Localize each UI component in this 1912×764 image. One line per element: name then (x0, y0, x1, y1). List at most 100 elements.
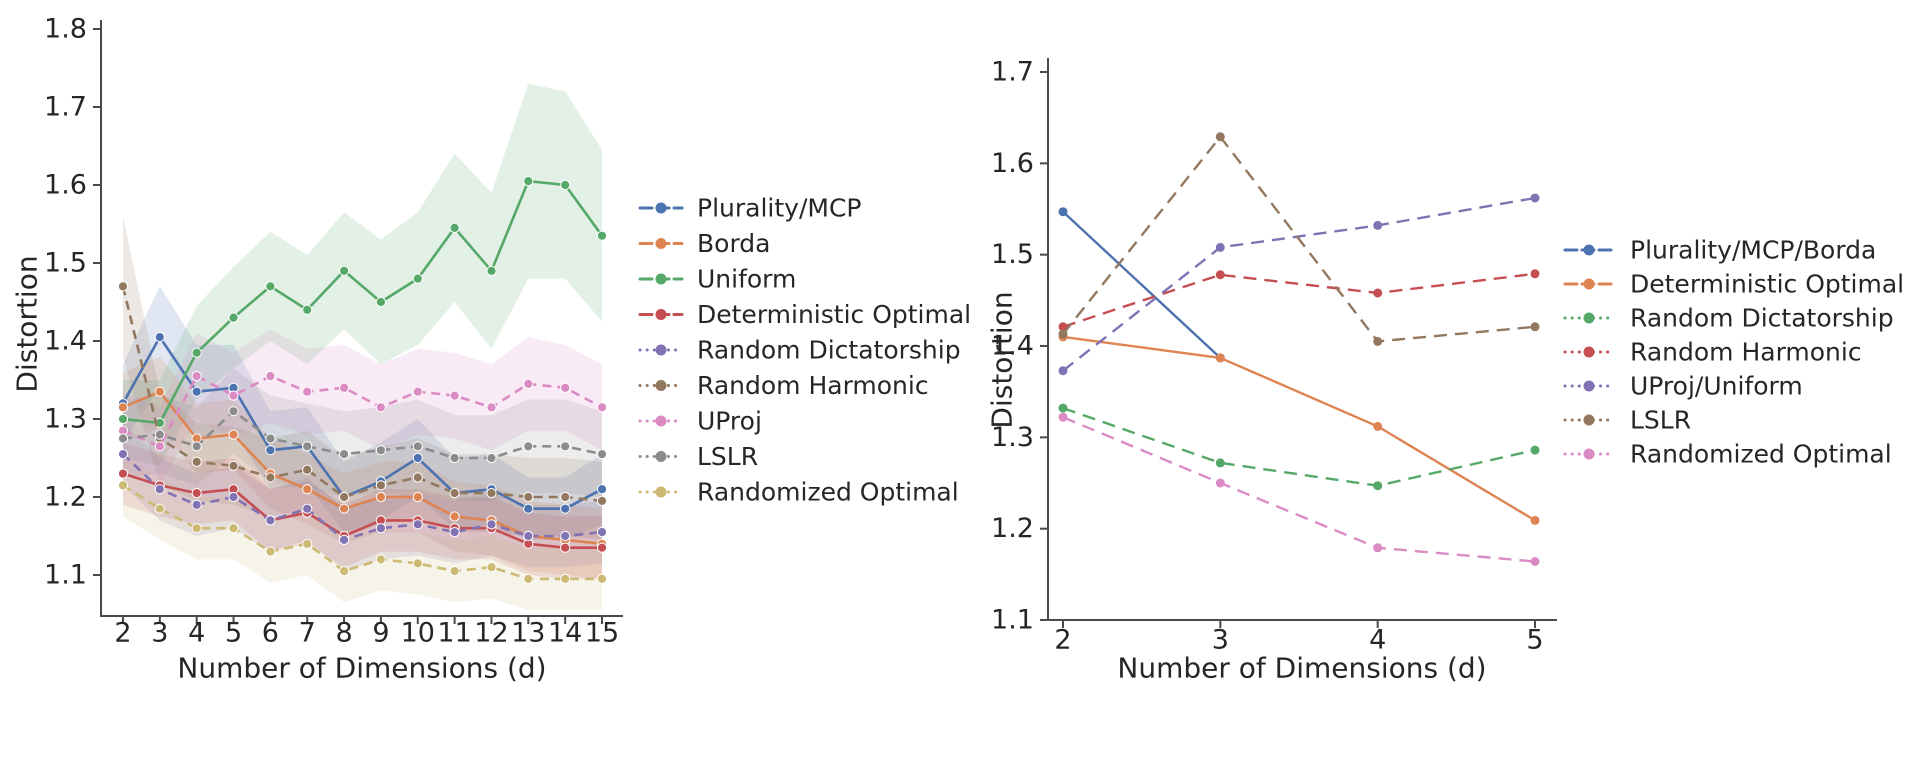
legend-label: Plurality/MCP/Borda (1630, 236, 1876, 265)
data-point-randomized-optimal (449, 566, 460, 577)
series-line-deterministic-optimal (1062, 335, 1536, 522)
legend-marker (1583, 448, 1595, 460)
data-point-random-dictatorship (486, 519, 497, 530)
data-point-uniform (265, 281, 276, 292)
y-tick-label: 1.7 (44, 92, 87, 123)
data-point-deterministic-optimal (1373, 421, 1383, 431)
legend-left: Plurality/MCP Borda Uniform Deterministic O… (638, 194, 971, 507)
data-point-random-dictatorship (265, 515, 276, 526)
x-tick-label: 3 (1212, 625, 1229, 656)
x-tick-label: 4 (1369, 625, 1386, 656)
band-random-dictatorship (123, 422, 602, 572)
x-tick-label: 9 (372, 618, 389, 649)
y-tick-label: 1.2 (991, 513, 1034, 544)
data-point-plurality-mcp (191, 386, 202, 397)
x-axis-label: Number of Dimensions (d) (177, 652, 546, 685)
data-point-uniform (117, 413, 129, 425)
data-point-uproj (560, 382, 571, 393)
data-point-lslr (375, 445, 386, 456)
data-point-randomized-optimal (412, 558, 423, 569)
legend-item-lslr: LSLR (638, 442, 758, 471)
data-point-random-dictatorship (596, 527, 608, 538)
data-point-lslr (596, 449, 608, 460)
data-point-random-harmonic (560, 491, 571, 503)
data-point-randomized-optimal (1530, 557, 1540, 566)
x-axis-label: Number of Dimensions (d) (1117, 652, 1486, 685)
x-tick-label: 8 (335, 618, 352, 649)
data-point-uproj (375, 402, 386, 413)
legend-marker (1583, 414, 1595, 426)
legend-marker (1583, 278, 1595, 290)
data-point-borda (117, 402, 129, 413)
data-point-random-dictatorship (154, 484, 165, 495)
data-point-deterministic-optimal (560, 542, 571, 553)
legend-item-plurality-mcp-borda: Plurality/MCP/Borda (1563, 236, 1876, 265)
legend-marker (655, 273, 667, 285)
data-point-plurality-mcp-borda (1058, 207, 1068, 217)
data-point-lslr (523, 441, 534, 452)
y-axis-label: Distortion (986, 291, 1019, 428)
data-point-random-dictatorship (117, 449, 129, 460)
x-tick-label: 5 (225, 618, 242, 649)
data-point-lslr (1373, 336, 1383, 346)
series-line-uproj-uniform (1062, 196, 1536, 372)
series-line-randomized-optimal (1062, 416, 1536, 563)
data-point-random-dictatorship (339, 534, 350, 546)
legend-right: Plurality/MCP/Borda Deterministic Optimal… (1563, 236, 1904, 469)
band-plurality-mcp (123, 286, 602, 540)
data-point-plurality-mcp (523, 503, 534, 514)
band-random-harmonic (123, 216, 602, 540)
data-point-uniform (191, 347, 202, 358)
data-point-lslr (302, 441, 313, 452)
series-line-random-harmonic (1062, 272, 1536, 328)
data-point-deterministic-optimal (191, 488, 202, 499)
legend-item-randomized-optimal: Randomized Optimal (638, 478, 959, 507)
series-line-deterministic-optimal (122, 472, 602, 549)
data-point-random-dictatorship (560, 530, 571, 542)
x-tick-label: 3 (151, 618, 168, 649)
data-point-random-harmonic (375, 480, 386, 491)
data-point-lslr (339, 449, 350, 460)
data-point-random-dictatorship (191, 499, 202, 510)
data-point-random-harmonic (265, 472, 276, 483)
data-point-uproj-uniform (1215, 242, 1225, 252)
x-tick-label: 2 (114, 618, 131, 649)
series-line-plurality-mcp (121, 334, 603, 510)
data-point-lslr (191, 441, 202, 452)
data-point-uproj (486, 402, 497, 413)
legend-marker (655, 309, 667, 320)
data-point-lslr (154, 429, 165, 440)
data-point-uniform (302, 304, 313, 315)
legend-item-plurality-mcp: Plurality/MCP (638, 194, 861, 223)
y-tick-label: 1.3 (44, 404, 87, 435)
band-deterministic-optimal (123, 442, 602, 579)
legend-item-uproj: UProj (638, 407, 762, 436)
data-point-random-harmonic (117, 281, 129, 292)
data-point-randomized-optimal (154, 503, 165, 514)
data-point-uproj (302, 386, 313, 397)
legend-label: LSLR (697, 442, 758, 471)
x-tick-label: 4 (188, 618, 205, 649)
y-tick-label: 1.1 (44, 560, 87, 591)
data-point-random-dictatorship (1058, 403, 1068, 413)
data-point-deterministic-optimal (1530, 515, 1540, 525)
y-tick-label: 1.4 (991, 331, 1034, 362)
legend-marker (655, 380, 667, 391)
legend-marker (1583, 312, 1595, 324)
data-point-random-harmonic (596, 495, 608, 506)
data-point-uniform (596, 230, 608, 241)
data-point-lslr (265, 433, 276, 444)
y-tick-label: 1.6 (44, 170, 87, 201)
legend-label: Borda (697, 229, 770, 258)
legend-marker (655, 344, 667, 356)
data-point-lslr (1530, 322, 1540, 332)
x-tick-label: 2 (1054, 625, 1071, 656)
data-point-borda (449, 511, 460, 522)
x-tick-label: 11 (437, 618, 471, 649)
data-point-lslr (117, 433, 129, 444)
data-point-random-harmonic (228, 460, 239, 471)
legend-marker (1583, 380, 1595, 392)
data-point-uniform (486, 265, 497, 276)
x-tick-label: 13 (511, 618, 545, 649)
